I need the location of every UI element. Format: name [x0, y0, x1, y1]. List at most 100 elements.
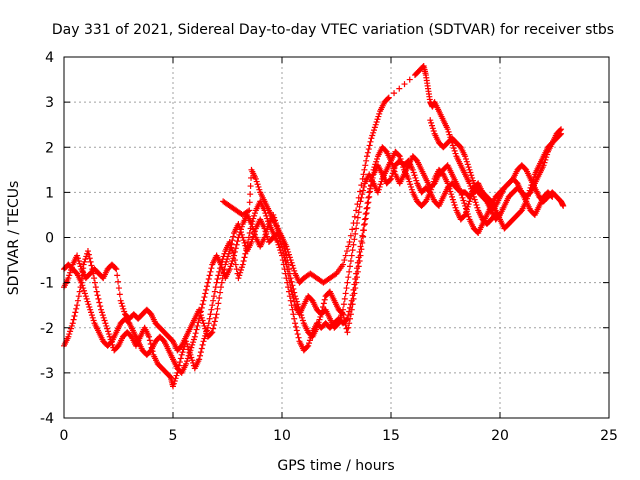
data-point	[252, 175, 259, 182]
data-point	[340, 301, 347, 308]
data-point	[350, 241, 357, 248]
data-point	[76, 260, 83, 267]
data-point	[198, 345, 205, 352]
data-point	[85, 251, 92, 258]
data-point	[74, 302, 81, 309]
data-point	[341, 257, 348, 264]
data-point	[349, 247, 356, 254]
data-point	[83, 295, 90, 302]
data-point	[360, 187, 367, 194]
data-point	[357, 252, 364, 259]
data-point	[370, 166, 377, 173]
data-point	[360, 171, 367, 178]
data-point	[67, 269, 74, 276]
data-point	[285, 251, 292, 258]
data-point	[473, 202, 480, 209]
data-point	[413, 177, 420, 184]
data-point	[115, 285, 122, 292]
data-point	[99, 312, 106, 319]
data-point	[245, 234, 252, 241]
data-point	[387, 176, 394, 183]
data-point	[363, 157, 370, 164]
data-point	[449, 193, 456, 200]
data-point	[360, 233, 367, 240]
data-point	[409, 166, 416, 173]
data-point	[321, 296, 328, 303]
data-point	[220, 270, 227, 277]
data-point	[285, 275, 292, 282]
data-point	[98, 306, 105, 313]
data-point	[351, 213, 358, 220]
data-point	[229, 257, 236, 264]
data-point	[246, 229, 253, 236]
y-tick-label: -3	[40, 366, 54, 382]
data-point	[192, 330, 199, 337]
data-point	[460, 197, 467, 204]
data-point	[467, 183, 474, 190]
data-point	[294, 331, 301, 338]
data-point	[189, 341, 196, 348]
data-point	[170, 380, 177, 387]
data-point	[236, 272, 243, 279]
data-point	[198, 314, 205, 321]
data-point	[208, 265, 215, 272]
data-point	[412, 174, 419, 181]
data-point	[94, 292, 101, 299]
data-point	[347, 311, 354, 318]
data-point	[461, 212, 468, 219]
data-point	[201, 322, 208, 329]
x-tick-label: 0	[60, 428, 69, 444]
data-point	[353, 274, 360, 281]
data-point	[467, 169, 474, 176]
data-point	[376, 183, 383, 190]
data-point	[458, 192, 465, 199]
data-point	[210, 322, 217, 329]
data-point	[465, 164, 472, 171]
data-point	[289, 306, 296, 313]
y-tick-label: -1	[40, 276, 54, 292]
data-point	[274, 239, 281, 246]
data-point	[232, 245, 239, 252]
data-point	[89, 314, 96, 321]
data-point	[285, 248, 292, 255]
data-point	[375, 113, 382, 120]
data-point	[232, 261, 239, 268]
data-point	[348, 306, 355, 313]
data-point	[82, 293, 89, 300]
data-point	[235, 275, 242, 282]
data-point	[86, 303, 93, 310]
data-point	[318, 311, 325, 318]
data-point	[279, 247, 286, 254]
data-point	[81, 287, 88, 294]
data-point	[474, 204, 481, 211]
data-point	[240, 257, 247, 264]
data-point	[262, 210, 269, 217]
data-point	[233, 241, 240, 248]
data-point	[283, 261, 290, 268]
data-point	[196, 306, 203, 313]
data-point	[114, 272, 121, 279]
data-point	[289, 291, 296, 298]
data-point	[201, 335, 208, 342]
data-point	[215, 300, 222, 307]
data-point	[290, 311, 297, 318]
data-point	[364, 149, 371, 156]
data-point	[557, 127, 564, 134]
data-point	[119, 303, 126, 310]
x-tick-label: 5	[169, 428, 178, 444]
data-point	[462, 155, 469, 162]
data-point	[388, 157, 394, 164]
data-point	[261, 234, 268, 241]
data-point	[366, 142, 373, 149]
data-point	[368, 135, 375, 142]
data-point	[348, 252, 355, 259]
data-point	[388, 160, 395, 167]
data-point	[87, 258, 94, 265]
data-point	[115, 278, 122, 285]
data-point	[81, 258, 88, 265]
data-point	[197, 309, 204, 316]
data-point	[208, 306, 215, 313]
data-point	[234, 238, 241, 245]
data-point	[428, 122, 435, 129]
data-point	[286, 279, 293, 286]
